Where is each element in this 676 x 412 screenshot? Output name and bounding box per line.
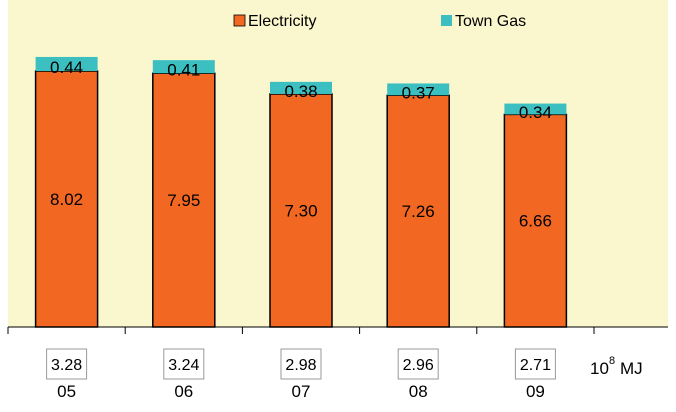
bar-town-gas	[387, 83, 450, 96]
data-label-town-gas: 0.44	[50, 58, 83, 77]
value-box-label: 3.24	[168, 357, 199, 374]
x-tick-label: 07	[292, 382, 311, 401]
data-label-town-gas: 0.37	[402, 83, 435, 102]
unit-label: 10 8 MJ	[590, 355, 643, 378]
x-tick-label: 06	[174, 382, 193, 401]
bar-town-gas	[152, 60, 215, 74]
x-tick-label: 08	[409, 382, 428, 401]
data-label-town-gas: 0.38	[284, 82, 317, 101]
bar-electricity	[269, 93, 333, 328]
value-box-label: 2.71	[520, 357, 551, 374]
value-box	[397, 348, 439, 380]
data-label-electricity: 6.66	[519, 212, 552, 231]
value-box	[46, 348, 88, 380]
value-box-label: 2.98	[285, 357, 316, 374]
bar-electricity	[386, 94, 450, 328]
data-label-electricity: 7.30	[284, 201, 317, 220]
value-box	[163, 348, 205, 380]
x-tick-label: 05	[57, 382, 76, 401]
data-label-town-gas: 0.34	[519, 103, 552, 122]
bar-electricity	[503, 113, 568, 328]
unit-suffix: MJ	[620, 359, 643, 378]
data-label-town-gas: 0.41	[167, 61, 200, 80]
x-tick-label: 09	[526, 382, 545, 401]
value-box	[280, 348, 322, 380]
data-label-electricity: 7.95	[167, 191, 200, 210]
bar-town-gas	[504, 103, 567, 115]
legend-label-electricity: Electricity	[248, 13, 316, 30]
data-label-electricity: 7.26	[402, 202, 435, 221]
value-box-label: 2.96	[403, 357, 434, 374]
data-label-electricity: 8.02	[50, 190, 83, 209]
bar-electricity	[34, 70, 99, 328]
legend-label-town-gas: Town Gas	[455, 13, 526, 30]
unit-exponent: 8	[609, 355, 615, 367]
legend-swatch-electricity	[233, 14, 246, 27]
legend-swatch-town-gas	[441, 15, 452, 26]
unit-base: 10	[590, 359, 609, 378]
value-box-label: 3.28	[51, 357, 82, 374]
plot-area	[8, 0, 668, 327]
bar-town-gas	[270, 81, 332, 94]
value-box	[514, 348, 556, 380]
bar-town-gas	[35, 56, 98, 71]
